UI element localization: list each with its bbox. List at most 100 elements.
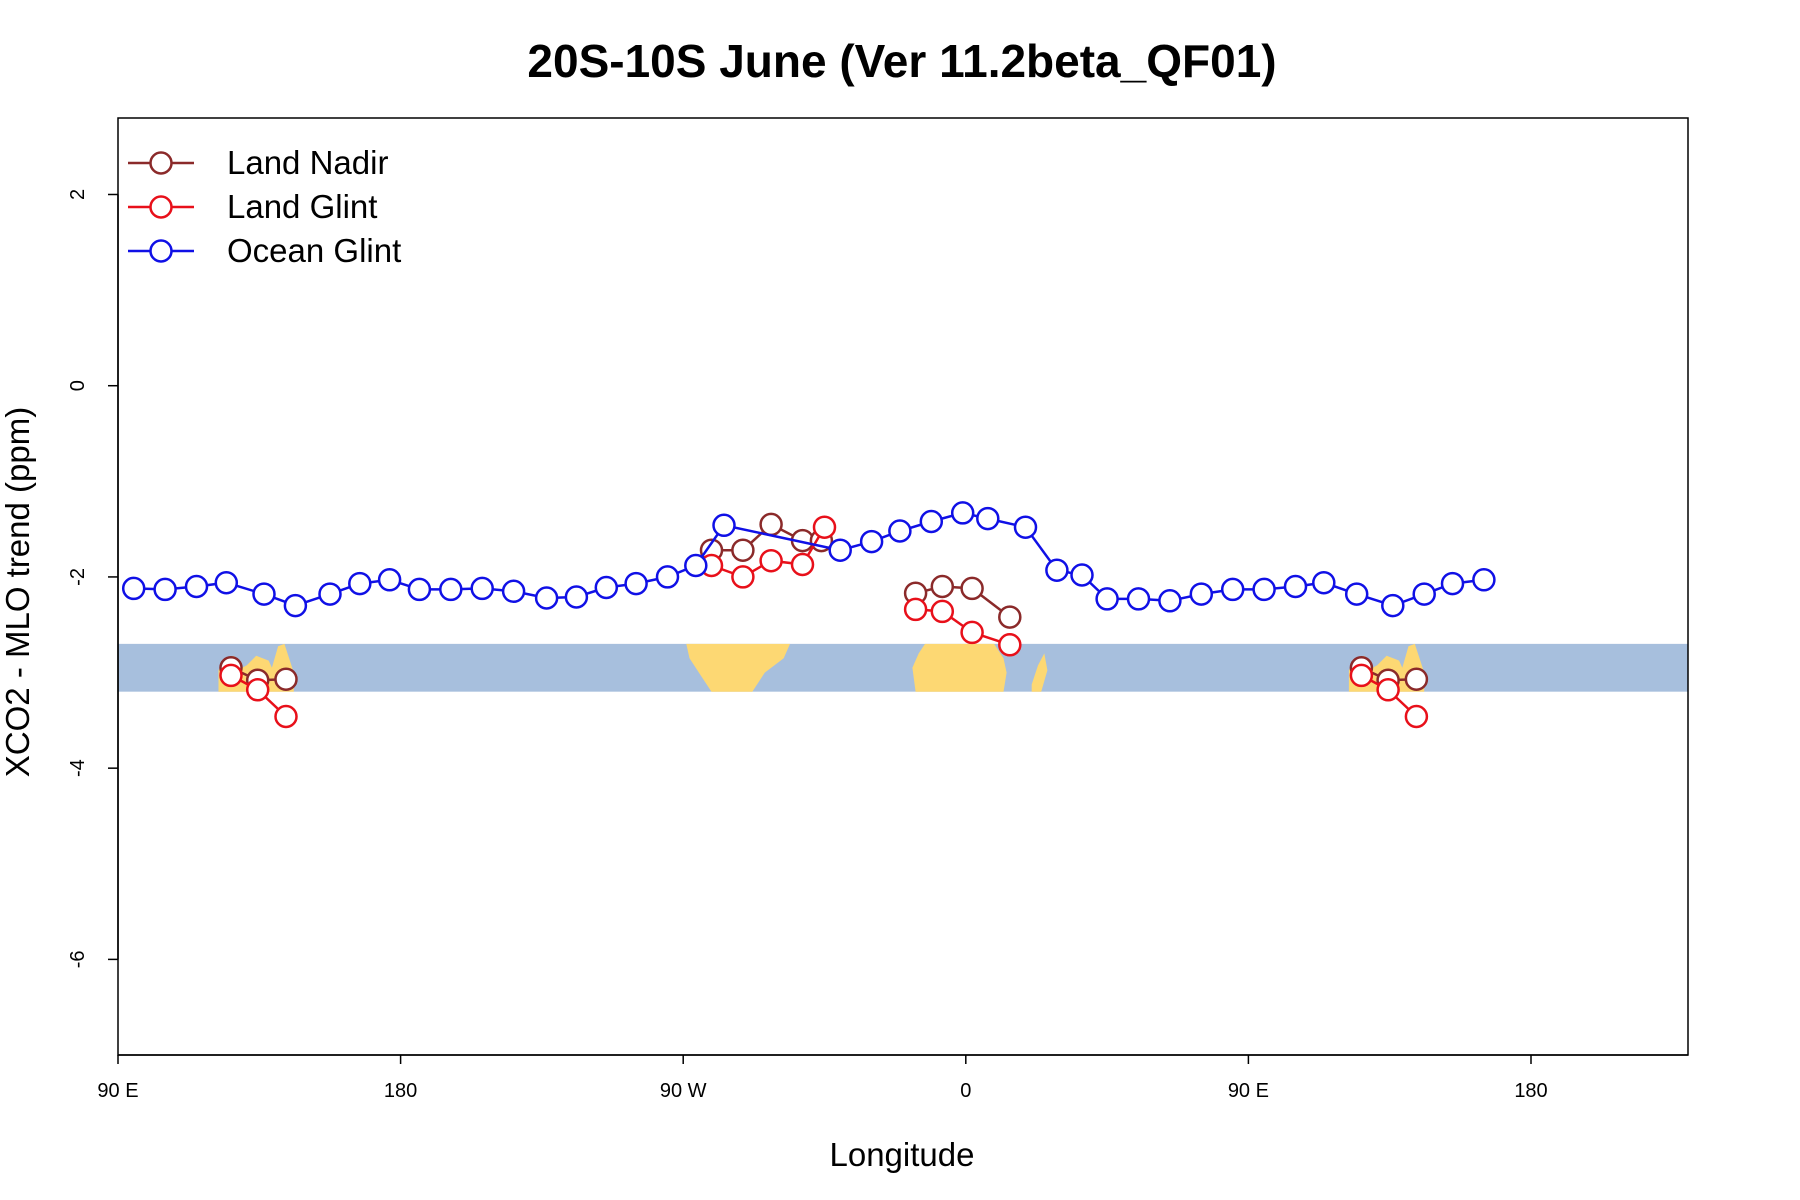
data-point-ocean-glint [1312,570,1336,595]
data-point-ocean-glint [1126,587,1151,611]
data-point-land-nadir [274,667,298,691]
data-point-land-glint [274,704,298,729]
series-layer [121,501,1496,729]
x-axis-label: Longitude [830,1136,975,1173]
data-point-land-glint [998,633,1022,657]
data-point-ocean-glint [439,577,463,602]
y-axis-label: XCO2 - MLO trend (ppm) [0,407,36,777]
map-land-south-america [686,643,790,692]
map-land-africa [912,643,1007,692]
series-line-land-glint [915,608,1011,646]
y-tick-label: -6 [67,950,89,968]
data-point-land-glint [1376,678,1400,702]
y-tick-label: 0 [67,380,89,391]
y-axis: 2 0 -2 -4 -6 [67,189,119,968]
data-point-ocean-glint [1158,589,1182,613]
x-axis: 90 E 180 90 W 0 90 E 180 [97,1054,1688,1102]
series-ocean-glint [121,501,1496,618]
legend-label: Land Glint [227,188,377,225]
data-point-ocean-glint [501,579,526,604]
x-tick-label: 90 E [1228,1080,1269,1102]
data-point-land-glint [731,565,755,589]
data-point-ocean-glint [1070,563,1094,587]
legend-item-land-glint: Land Glint [128,188,377,225]
map-strip [118,643,1688,692]
data-point-land-glint [245,678,270,702]
data-point-ocean-glint [121,576,146,601]
data-point-ocean-glint [1283,574,1308,599]
x-tick-label: 90 W [660,1080,707,1102]
data-point-ocean-glint [184,574,209,599]
y-tick-label: -2 [67,568,89,586]
data-point-ocean-glint [564,585,589,609]
data-point-ocean-glint [1440,571,1465,596]
data-point-ocean-glint [470,576,494,601]
data-point-ocean-glint [377,568,402,592]
data-point-land-glint [219,663,243,688]
series-land-glint [219,515,1429,729]
data-point-land-nadir [998,605,1022,629]
x-tick-label: 180 [1514,1080,1547,1102]
data-point-ocean-glint [712,513,736,538]
map-land-madagascar [1031,653,1048,692]
y-tick-label: -4 [67,759,89,777]
data-point-ocean-glint [594,575,619,600]
data-point-ocean-glint [828,538,852,562]
data-point-ocean-glint [919,509,944,534]
data-point-ocean-glint [1381,593,1405,618]
data-point-ocean-glint [1344,582,1369,606]
data-point-land-nadir [759,512,783,537]
data-point-ocean-glint [407,577,432,602]
x-tick-label: 0 [960,1080,971,1102]
data-point-land-nadir [1404,667,1429,691]
data-point-ocean-glint [950,501,975,525]
series-line-land-nadir [915,585,1011,619]
data-point-land-glint [960,620,984,645]
data-point-ocean-glint [283,593,308,618]
legend-item-land-nadir: Land Nadir [128,144,388,181]
y-tick-label: 2 [67,189,89,200]
x-tick-label: 90 E [97,1080,138,1102]
data-point-ocean-glint [1220,577,1245,602]
data-point-ocean-glint [1095,587,1119,611]
data-point-ocean-glint [318,582,342,606]
legend-label: Land Nadir [227,144,388,181]
chart-title: 20S-10S June (Ver 11.2beta_QF01) [527,35,1276,87]
legend-swatch-marker [149,195,173,219]
data-point-ocean-glint [153,577,177,602]
data-point-land-glint [759,548,783,573]
data-point-land-glint [812,515,837,539]
data-point-ocean-glint [1412,582,1436,606]
x-tick-label: 180 [384,1080,417,1102]
legend-swatch-marker [149,151,173,175]
data-point-ocean-glint [1189,582,1214,606]
data-point-land-nadir [731,538,755,562]
data-point-land-glint [1349,663,1374,688]
legend-swatch-marker [149,239,173,263]
data-point-ocean-glint [1472,568,1496,592]
data-point-ocean-glint [655,565,680,589]
data-point-ocean-glint [888,519,912,543]
data-point-land-glint [903,597,928,622]
data-point-ocean-glint [534,586,559,610]
data-point-ocean-glint [624,571,648,596]
data-point-ocean-glint [1045,558,1069,582]
data-point-ocean-glint [252,582,276,606]
data-point-ocean-glint [214,570,239,595]
legend: Land Nadir Land Glint Ocean Glint [128,144,401,269]
data-point-land-nadir [930,574,955,599]
legend-item-ocean-glint: Ocean Glint [128,232,401,269]
data-point-ocean-glint [684,553,708,578]
data-point-land-nadir [960,576,984,601]
data-point-ocean-glint [348,571,372,596]
data-point-ocean-glint [1013,515,1038,539]
data-point-ocean-glint [1252,577,1276,602]
legend-label: Ocean Glint [227,232,401,269]
data-point-land-glint [790,552,815,577]
data-point-land-glint [930,599,955,624]
data-point-ocean-glint [859,529,884,554]
map-ocean-band [118,643,1688,692]
data-point-land-glint [1404,704,1429,729]
data-point-ocean-glint [976,506,1000,531]
